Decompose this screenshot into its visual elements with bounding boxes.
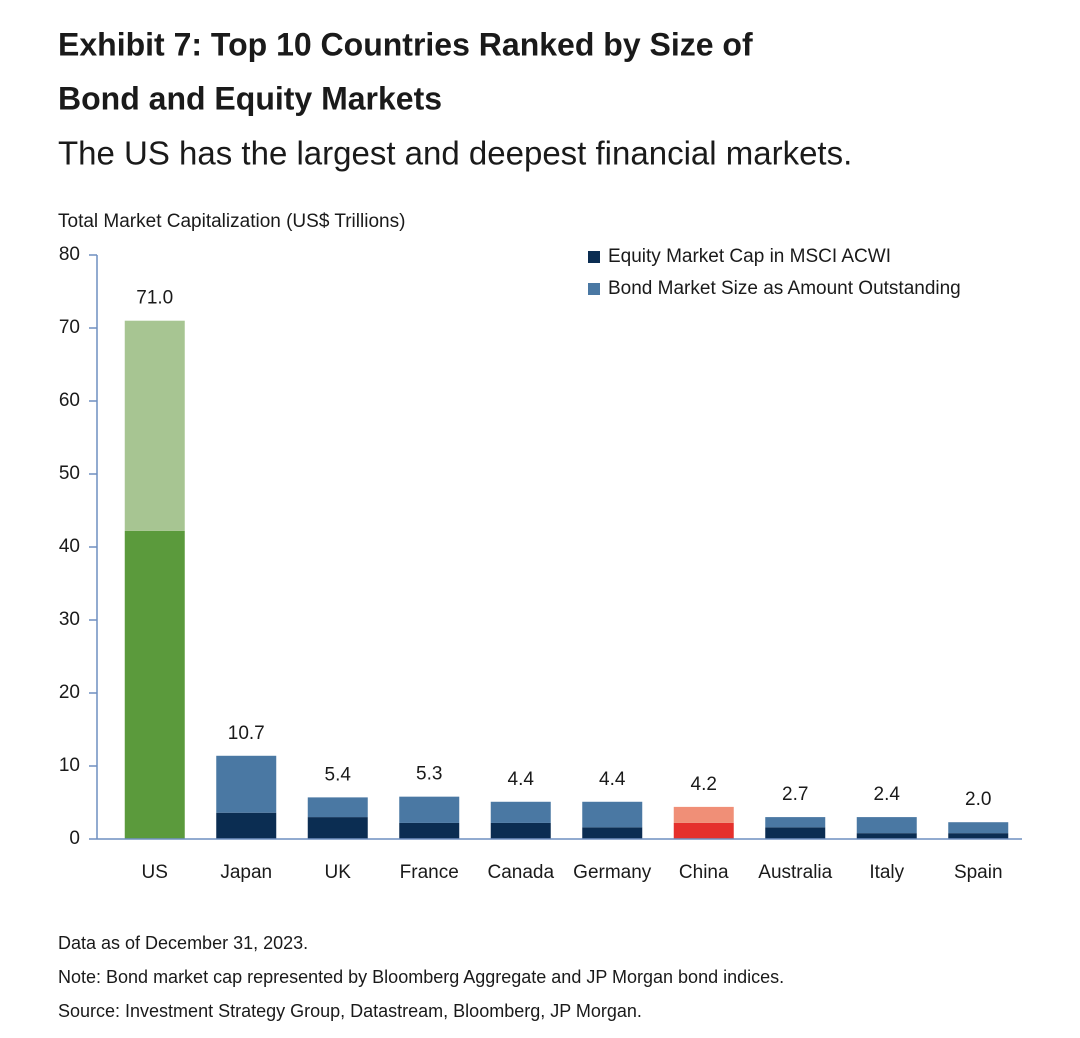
note: Source: Investment Strategy Group, Datas… <box>58 1001 642 1021</box>
x-tick-label: Germany <box>573 862 652 883</box>
y-tick-label: 0 <box>69 828 80 849</box>
data-label: 4.4 <box>508 769 535 790</box>
bar-segment <box>765 827 826 839</box>
x-tick-label: US <box>142 862 168 883</box>
bar-segment <box>124 530 185 839</box>
bar-segment <box>216 755 277 813</box>
bar-segment <box>765 817 826 828</box>
bar-segment <box>948 833 1009 839</box>
legend-swatch <box>588 251 600 263</box>
y-tick-label: 60 <box>59 390 80 411</box>
data-label: 2.4 <box>874 784 901 805</box>
data-label: 2.7 <box>782 784 808 805</box>
bar-segment <box>399 822 460 839</box>
bar-segment <box>307 797 368 818</box>
note: Note: Bond market cap represented by Blo… <box>58 967 784 987</box>
y-tick-label: 10 <box>59 755 80 776</box>
bar-segment <box>399 796 460 823</box>
bar-segment <box>948 822 1009 834</box>
x-tick-label: Spain <box>954 862 1003 883</box>
bar-segment <box>856 833 917 839</box>
y-tick-label: 30 <box>59 609 80 630</box>
x-tick-label: Japan <box>220 862 272 883</box>
note: Data as of December 31, 2023. <box>58 933 308 953</box>
data-label: 10.7 <box>228 723 265 744</box>
legend-label: Bond Market Size as Amount Outstanding <box>608 278 961 299</box>
x-tick-label: Canada <box>487 862 554 883</box>
bar-segment <box>124 320 185 531</box>
x-tick-label: France <box>400 862 459 883</box>
legend-swatch <box>588 283 600 295</box>
y-tick-label: 70 <box>59 317 80 338</box>
y-tick-label: 80 <box>59 244 80 265</box>
bar-segment <box>582 827 643 839</box>
bar-segment <box>856 817 917 834</box>
y-tick-label: 40 <box>59 536 80 557</box>
chart-title: Exhibit 7: Top 10 Countries Ranked by Si… <box>58 26 753 62</box>
bar-segment <box>673 806 734 823</box>
x-tick-label: Australia <box>758 862 832 883</box>
bar-segment <box>582 801 643 828</box>
data-label: 2.0 <box>965 789 991 810</box>
legend-label: Equity Market Cap in MSCI ACWI <box>608 246 891 267</box>
y-axis-label: Total Market Capitalization (US$ Trillio… <box>58 211 405 232</box>
bar-segment <box>490 822 551 839</box>
chart-subtitle: The US has the largest and deepest finan… <box>58 135 852 172</box>
chart-title: Bond and Equity Markets <box>58 80 442 116</box>
bar-segment <box>490 801 551 823</box>
data-label: 5.4 <box>325 764 352 785</box>
x-tick-label: China <box>679 862 729 883</box>
bar-segment <box>216 812 277 839</box>
y-tick-label: 50 <box>59 463 80 484</box>
y-tick-label: 20 <box>59 682 80 703</box>
data-label: 71.0 <box>136 288 173 309</box>
data-label: 5.3 <box>416 764 442 785</box>
data-label: 4.4 <box>599 769 626 790</box>
data-label: 4.2 <box>691 774 717 795</box>
x-tick-label: Italy <box>869 862 904 883</box>
bar-segment <box>307 817 368 839</box>
bar-segment <box>673 822 734 839</box>
x-tick-label: UK <box>325 862 352 883</box>
